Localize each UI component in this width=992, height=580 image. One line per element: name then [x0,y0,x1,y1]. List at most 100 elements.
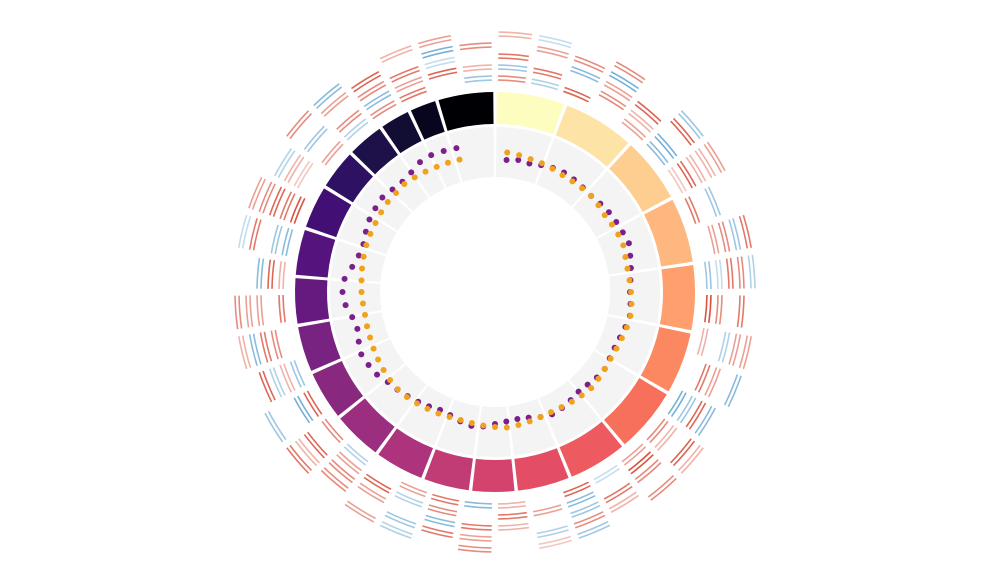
heatmap-cell [571,65,601,80]
scatter-point [372,220,379,226]
scatter-point [503,424,510,431]
heatmap-cell [303,125,325,150]
heatmap-cell [717,331,727,362]
scatter-point [379,194,386,201]
scatter-point [428,152,435,159]
heatmap-cell [370,100,395,117]
scatter-point [618,335,625,342]
heatmap-cell [694,150,713,179]
heatmap-cell [248,218,258,250]
heatmap-cell [315,86,343,110]
heatmap-cell [657,133,678,157]
scatter-point [480,422,487,429]
heatmap-cell [684,198,697,224]
track-background [344,339,405,395]
heatmap-cell [621,121,644,141]
heatmap-cell [260,295,265,326]
scatter-point [569,178,576,185]
heatmap-cell [567,494,596,508]
heatmap-cell [258,181,273,213]
scatter-point [537,413,544,420]
heatmap-cell [289,361,302,388]
scatter-point [435,410,442,417]
heatmap-cell [323,95,349,117]
heatmap-cell [432,493,460,502]
scatter-point [628,300,635,307]
scatter-point [403,393,410,400]
heatmap-cell [260,258,265,289]
heatmap-cell [306,128,328,153]
heatmap-cell [670,438,692,464]
heatmap-cell [422,49,454,59]
scatter-point [367,230,374,237]
heatmap-cell [336,454,360,475]
scatter-point [372,205,379,212]
heatmap-cell [649,420,669,444]
heatmap-cell [401,481,427,494]
heatmap-cell [425,60,456,70]
heatmap-cell [391,69,420,83]
heatmap-cell [573,511,604,525]
heatmap-cell [399,485,426,498]
heatmap-cell [697,364,711,393]
scatter-point [394,386,401,393]
heatmap-cell [498,35,532,40]
heatmap-cell [381,520,413,536]
scatter-point [549,165,556,172]
scatter-point [503,157,510,164]
heatmap-cell [459,42,492,47]
ideogram-segment [496,92,564,135]
heatmap-cell [379,524,412,539]
heatmap-cell [667,390,684,415]
heatmap-cell [268,186,283,216]
heatmap-cell [344,503,375,523]
heatmap-cell [421,45,453,55]
heatmap-cell [396,491,424,504]
ideogram-segment [472,458,515,492]
heatmap-cell [566,491,594,504]
heatmap-cell [430,497,459,506]
heatmap-cell [537,45,569,55]
heatmap-cell [389,65,419,80]
heatmap-cell [670,120,692,146]
heatmap-cell [267,411,287,441]
heatmap-cell [498,57,529,62]
heatmap-cell [736,256,741,289]
heatmap-cell [427,508,457,517]
scatter-point [527,156,534,163]
heatmap-cell [424,56,455,66]
scatter-point [349,314,356,321]
heatmap-cell [677,444,701,472]
scatter-point [515,421,522,428]
heatmap-cell [459,533,492,538]
heatmap-cell [278,295,282,323]
heatmap-cell [630,109,654,130]
scatter-point [526,418,533,425]
scatter-point [613,219,620,225]
heatmap-cell [670,392,687,417]
heatmap-cell [424,518,455,528]
heatmap-cell [293,360,306,386]
heatmap-cell [707,225,716,255]
scatter-point [468,419,475,426]
heatmap-cell [646,418,666,441]
heatmap-cell [649,140,669,164]
heatmap-cell [740,256,745,289]
heatmap-cell [498,53,530,58]
heatmap-cell [285,229,294,257]
heatmap-cell [248,334,258,366]
heatmap-cell [279,191,293,220]
heatmap-cell [281,227,290,256]
heatmap-cell [708,295,712,323]
heatmap-cell [464,501,493,505]
track-background [367,364,427,425]
ideogram-segment [410,101,445,140]
ideogram-segment [295,229,336,278]
heatmap-cell [359,482,387,500]
heatmap-cell [685,156,703,184]
scatter-point [362,311,369,318]
heatmap-cell [289,196,302,223]
scatter-point [360,300,367,307]
heatmap-cell [321,420,341,444]
track-background [573,170,641,238]
